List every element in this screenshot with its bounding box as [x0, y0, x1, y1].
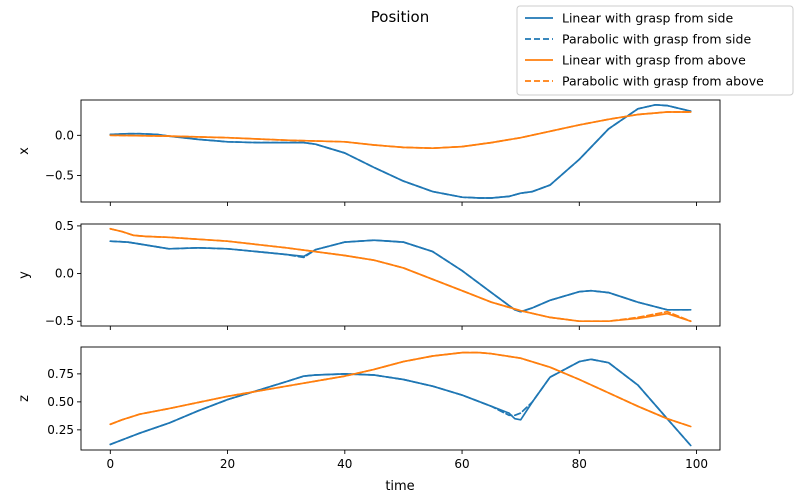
legend-label-3: Parabolic with grasp from above [562, 74, 764, 89]
x-tick-label: 100 [685, 457, 708, 471]
y-axis-label: x [17, 147, 32, 155]
series-line-y-1 [109, 239, 692, 313]
plot-frame [80, 346, 721, 451]
series-line-x-2 [109, 111, 692, 150]
y-tick-label: 0.25 [47, 423, 74, 437]
series-line-z-3 [109, 351, 692, 428]
series-line-z-1 [109, 358, 692, 447]
y-tick-label: 0.50 [47, 395, 74, 409]
legend-label-0: Linear with grasp from side [562, 11, 733, 26]
legend-box [516, 5, 794, 96]
y-tick-label: −0.5 [45, 168, 74, 182]
series-group [109, 103, 692, 199]
series-line-x-3 [109, 111, 692, 150]
y-tick-label: 0.0 [55, 128, 74, 142]
series-line-x-0 [109, 103, 692, 199]
y-tick-label: 0.5 [55, 219, 74, 233]
series-line-z-2 [109, 351, 692, 428]
y-tick-label: 0.0 [55, 267, 74, 281]
subplot-x: 0.0 −0.5 x [17, 99, 721, 206]
y-axis-label: z [17, 395, 32, 402]
x-tick-label: 0 [106, 457, 114, 471]
y-axis-label: y [17, 271, 32, 279]
x-tick-label: 20 [220, 457, 235, 471]
x-axis-label: time [385, 479, 414, 494]
legend-label-2: Linear with grasp from above [562, 53, 746, 68]
axes-layer: 0.0 −0.5 x 0.5 0.0 −0.5 y 0.25 0.50 0.75 z 0 20 40 60 8… [17, 99, 721, 471]
subplot-z: 0.25 0.50 0.75 z 0 20 40 60 80 100 [17, 346, 721, 471]
x-tick-label: 40 [337, 457, 352, 471]
series-group [109, 351, 692, 447]
series-line-y-0 [109, 239, 692, 313]
x-tick-label: 60 [454, 457, 469, 471]
y-tick-label: 0.75 [47, 367, 74, 381]
series-group [109, 227, 692, 323]
legend: Linear with grasp from side Parabolic wit… [516, 5, 794, 96]
subplot-y: 0.5 0.0 −0.5 y [17, 219, 721, 330]
y-tick-label: −0.5 [45, 314, 74, 328]
legend-label-1: Parabolic with grasp from side [562, 32, 751, 47]
chart-title: Position [371, 8, 429, 26]
x-tick-label: 80 [572, 457, 587, 471]
plot-frame [80, 99, 721, 203]
series-line-x-1 [109, 103, 692, 199]
series-line-y-3 [109, 227, 692, 323]
plot-frame [80, 223, 721, 327]
